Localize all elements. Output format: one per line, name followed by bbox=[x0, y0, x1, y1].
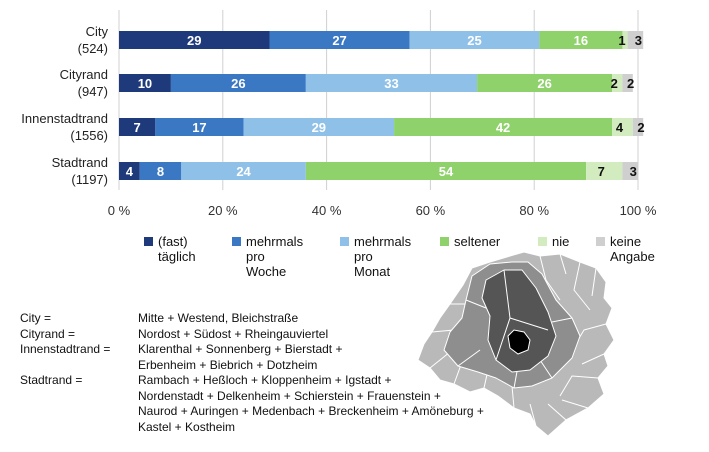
bar-segment bbox=[612, 118, 633, 136]
data-label: 8 bbox=[157, 164, 164, 179]
legend-label: mehrmals pro Monat bbox=[354, 234, 412, 279]
legend-label: keine Angabe bbox=[610, 234, 655, 264]
definition-text: Erbenheim + Biebrich + Dotzheim bbox=[138, 357, 318, 372]
data-label: 2 bbox=[611, 76, 618, 91]
data-label: 4 bbox=[126, 164, 134, 179]
category-label: Stadtrand bbox=[52, 155, 108, 170]
category-label: Innenstadtrand bbox=[21, 111, 108, 126]
map-city-area bbox=[507, 329, 531, 355]
legend-label: seltener bbox=[454, 234, 501, 249]
map-city-zone bbox=[507, 329, 531, 355]
data-label: 2 bbox=[627, 76, 634, 91]
bar-segment bbox=[119, 162, 140, 180]
data-label: 26 bbox=[231, 76, 245, 91]
category-label: (524) bbox=[78, 41, 108, 56]
legend-label: (fast) täglich bbox=[158, 234, 196, 264]
bar-segment bbox=[139, 162, 182, 180]
data-label: 42 bbox=[496, 120, 510, 135]
category-label: (1556) bbox=[70, 128, 108, 143]
data-label: 1 bbox=[618, 33, 625, 48]
legend-swatch bbox=[538, 237, 547, 246]
chart-legend: (fast) täglich mehrmals pro Woche mehrmals… bbox=[144, 234, 684, 294]
legend-swatch bbox=[144, 237, 153, 246]
definition-row: Innenstadtrand = Klarenthal + Sonnenberg … bbox=[20, 342, 484, 373]
bar-segment bbox=[305, 162, 587, 180]
bar-segment bbox=[119, 74, 171, 92]
legend-swatch bbox=[232, 237, 241, 246]
bar-segment bbox=[119, 118, 156, 136]
data-label: 2 bbox=[637, 120, 644, 135]
bar-segment bbox=[627, 31, 644, 49]
data-label: 7 bbox=[134, 120, 141, 135]
definition-term: Cityrand = bbox=[20, 326, 76, 341]
data-label: 29 bbox=[187, 33, 201, 48]
definition-row: Stadtrand = Rambach + Heßloch + Kloppenhe… bbox=[20, 373, 484, 435]
category-label: City bbox=[86, 24, 109, 39]
data-label: 3 bbox=[630, 164, 637, 179]
definition-text: Kastel + Kostheim bbox=[138, 419, 236, 434]
category-label: Cityrand bbox=[60, 67, 108, 82]
x-tick-label: 20 % bbox=[208, 203, 238, 218]
legend-swatch bbox=[596, 237, 605, 246]
bar-segment bbox=[269, 31, 410, 49]
data-label: 54 bbox=[439, 164, 454, 179]
data-label: 7 bbox=[598, 164, 605, 179]
legend-label: nie bbox=[552, 234, 570, 249]
x-tick-label: 0 % bbox=[108, 203, 131, 218]
bar-segment bbox=[119, 31, 270, 49]
bar-segment bbox=[243, 118, 395, 136]
bar-segment bbox=[622, 31, 628, 49]
legend-label: mehrmals pro Woche bbox=[246, 234, 304, 279]
legend-swatch bbox=[340, 237, 349, 246]
definition-term: Stadtrand = bbox=[20, 373, 83, 387]
bar-segment bbox=[477, 74, 613, 92]
bar-segment bbox=[612, 74, 623, 92]
data-label: 33 bbox=[384, 76, 398, 91]
bar-segment bbox=[394, 118, 613, 136]
x-tick-label: 100 % bbox=[620, 203, 657, 218]
x-tick-label: 80 % bbox=[519, 203, 549, 218]
bar-segment bbox=[170, 74, 306, 92]
data-label: 26 bbox=[537, 76, 551, 91]
definition-text: Klarenthal + Sonnenberg + Bierstadt + bbox=[138, 342, 343, 356]
bar-segment bbox=[305, 74, 478, 92]
area-definitions: City = Mitte + Westend, Bleichstraße Cityr… bbox=[20, 311, 484, 435]
bar-segment bbox=[181, 162, 306, 180]
bar-segment bbox=[622, 74, 633, 92]
bar-segment bbox=[409, 31, 540, 49]
definition-text: Nordost + Südost + Rheingauviertel bbox=[138, 326, 329, 341]
data-label: 27 bbox=[332, 33, 346, 48]
definition-text: Nordenstadt + Delkenheim + Schierstein +… bbox=[138, 388, 441, 403]
category-label: (947) bbox=[78, 84, 108, 99]
definition-row: Cityrand = Nordost + Südost + Rheingauvie… bbox=[20, 327, 484, 343]
bar-segment bbox=[539, 31, 623, 49]
data-label: 16 bbox=[574, 33, 588, 48]
definition-text: Rambach + Heßloch + Kloppenheim + Igstad… bbox=[138, 373, 392, 387]
definition-row: City = Mitte + Westend, Bleichstraße bbox=[20, 311, 484, 327]
bar-segment bbox=[622, 162, 638, 180]
legend-swatch bbox=[440, 237, 449, 246]
definition-term: City = bbox=[20, 311, 52, 325]
data-label: 25 bbox=[467, 33, 481, 48]
x-tick-label: 60 % bbox=[416, 203, 446, 218]
bar-segment bbox=[586, 162, 623, 180]
definition-term: Innenstadtrand = bbox=[20, 342, 111, 356]
data-label: 17 bbox=[192, 120, 206, 135]
stacked-bar-chart: 0 % 20 % 40 % 60 % 80 % 100 % City (524) Cityran… bbox=[21, 10, 657, 218]
definition-text: Mitte + Westend, Bleichstraße bbox=[138, 311, 299, 325]
data-label: 24 bbox=[236, 164, 251, 179]
bar-segment bbox=[632, 118, 644, 136]
definition-text: Naurod + Auringen + Medenbach + Breckenh… bbox=[138, 404, 484, 418]
data-label: 3 bbox=[635, 33, 642, 48]
data-label: 4 bbox=[616, 120, 624, 135]
x-tick-label: 40 % bbox=[312, 203, 342, 218]
data-label: 29 bbox=[312, 120, 326, 135]
category-label: (1197) bbox=[71, 172, 108, 187]
data-label: 10 bbox=[138, 76, 152, 91]
bar-segment bbox=[155, 118, 244, 136]
